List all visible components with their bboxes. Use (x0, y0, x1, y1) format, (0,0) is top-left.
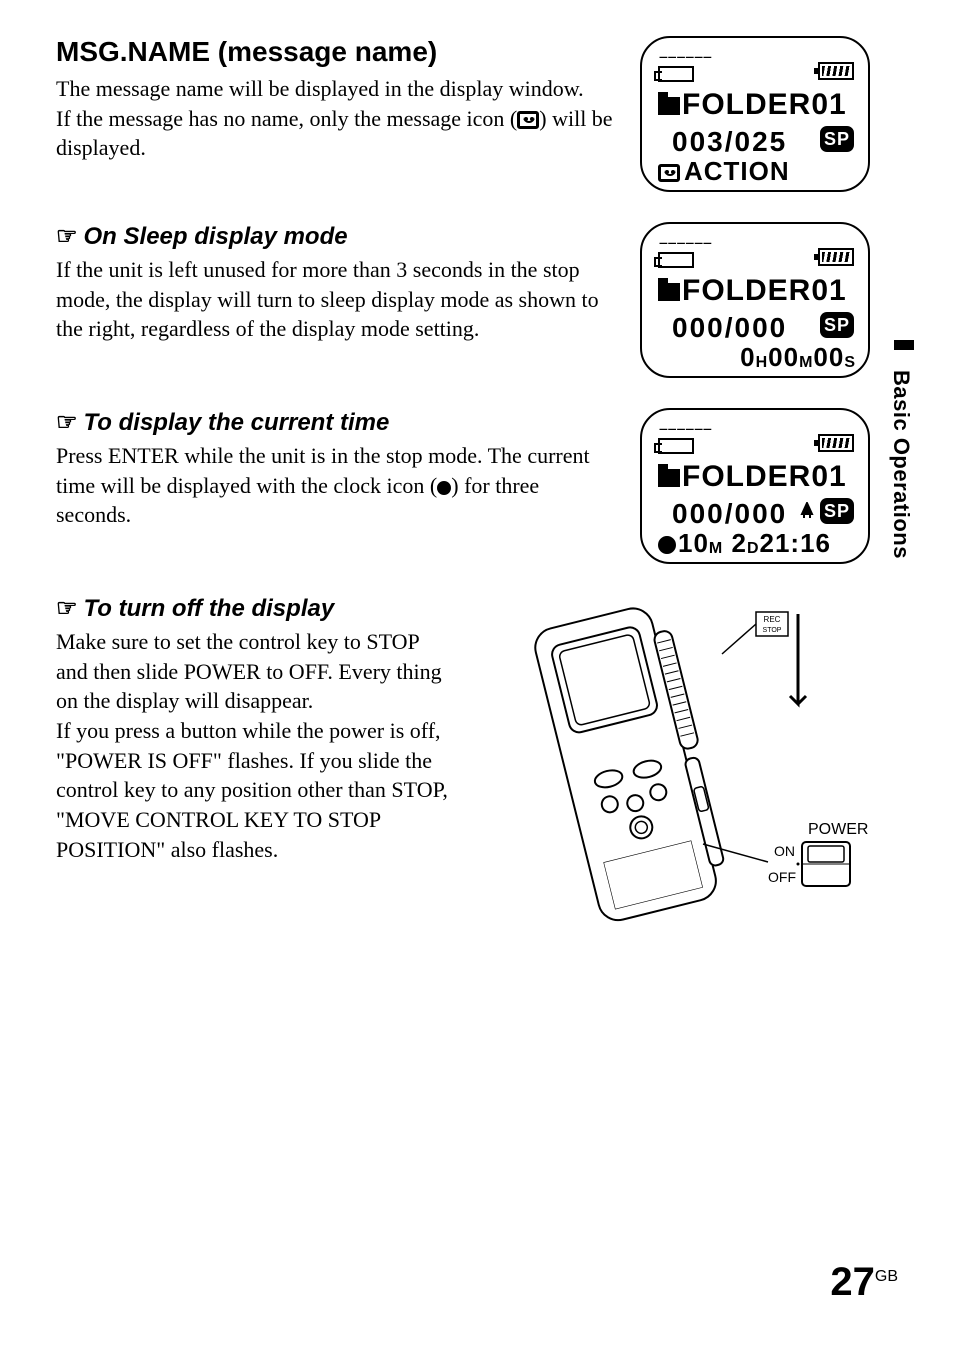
msg-name-text: MSG.NAME (message name) The message name… (56, 36, 616, 163)
turn-off-title: To turn off the display (84, 595, 335, 622)
on-label: ON (774, 843, 795, 859)
lcd1-folder-label: FOLDER01 (682, 88, 847, 121)
current-time-heading: ☞To display the current time (56, 408, 616, 437)
heading-msg-name: MSG.NAME (message name) (56, 36, 616, 68)
lcd3-memory-icon (658, 438, 694, 454)
lcd3-alarm-icon (798, 502, 816, 527)
lcd2-b3: 00 (813, 342, 844, 372)
folder-icon (658, 469, 680, 487)
sleep-body: If the unit is left unused for more than… (56, 255, 616, 344)
lcd1-count: 003/025 (672, 126, 787, 158)
sleep-title: On Sleep display mode (84, 223, 348, 250)
lcd-display-2: –––––– FOLDER01 000/000 SP 0H00M00S (640, 222, 870, 378)
device-illustration: REC STOP POWER ON OFF (478, 594, 898, 954)
lcd1-bottom-text: ACTION (684, 156, 790, 186)
lcd3-d: D (747, 540, 760, 557)
lcd1-folder-line: FOLDER01 (658, 88, 847, 122)
lcd2-count: 000/000 (672, 312, 787, 344)
sleep-text: ☞On Sleep display mode If the unit is le… (56, 222, 616, 344)
side-tab-marker (894, 340, 914, 350)
msg-name-body-2a: If the message has no name, only the mes… (56, 106, 517, 131)
side-tab-label: Basic Operations (888, 370, 914, 559)
lcd1-sp-badge: SP (820, 126, 854, 152)
lcd3-count: 000/000 (672, 498, 787, 530)
lcd2-s: S (844, 354, 856, 371)
page-number-value: 27 (830, 1260, 875, 1304)
device-svg: REC STOP POWER ON OFF (478, 594, 898, 954)
turn-off-body: Make sure to set the control key to STOP… (56, 627, 454, 865)
manual-page: Basic Operations MSG.NAME (message name)… (0, 0, 954, 1345)
lcd3-b2: 2 (723, 528, 747, 558)
lcd3-b1: 10 (678, 528, 709, 558)
lcd2-folder-label: FOLDER01 (682, 274, 847, 307)
lcd2-h: H (756, 354, 769, 371)
section-turn-off: ☞To turn off the display Make sure to se… (56, 594, 898, 954)
lcd1-bottom: ACTION (658, 156, 856, 187)
lcd1-message-icon (658, 164, 680, 182)
lcd1-segment-icon: –––––– (658, 48, 711, 68)
off-label: OFF (768, 869, 796, 885)
lcd2-sp-badge: SP (820, 312, 854, 338)
section-sleep: ☞On Sleep display mode If the unit is le… (56, 222, 898, 378)
lcd2-b2: 00 (768, 342, 799, 372)
turn-off-text: ☞To turn off the display Make sure to se… (56, 594, 454, 865)
lcd2-folder-line: FOLDER01 (658, 274, 847, 308)
lcd3-clock-icon (658, 536, 676, 554)
lcd3-segment-icon: –––––– (658, 420, 711, 440)
current-time-body: Press ENTER while the unit is in the sto… (56, 441, 616, 530)
msg-name-body-1: The message name will be displayed in th… (56, 74, 616, 104)
lcd1-battery-icon (818, 62, 854, 80)
lcd-display-3: –––––– FOLDER01 000/000 SP 10M 2D21:16 (640, 408, 870, 564)
folder-icon (658, 97, 680, 115)
lcd-display-1: –––––– FOLDER01 003/025 SP ACTION (640, 36, 870, 192)
lcd1-memory-icon (658, 66, 694, 82)
stop-label: STOP (763, 627, 782, 634)
lcd2-b1: 0 (740, 342, 755, 372)
lcd3-m: M (709, 540, 723, 557)
folder-icon (658, 283, 680, 301)
page-number-suffix: GB (875, 1268, 898, 1285)
lcd2-m: M (799, 354, 813, 371)
current-time-title: To display the current time (84, 409, 390, 436)
section-msg-name: MSG.NAME (message name) The message name… (56, 36, 898, 192)
clock-icon (437, 481, 451, 495)
section-current-time: ☞To display the current time Press ENTER… (56, 408, 898, 564)
lcd2-memory-icon (658, 252, 694, 268)
current-time-text: ☞To display the current time Press ENTER… (56, 408, 616, 530)
lcd2-bottom: 0H00M00S (658, 342, 856, 373)
lcd3-folder-line: FOLDER01 (658, 460, 847, 494)
hand-icon: ☞ (56, 223, 78, 250)
lcd3-bottom: 10M 2D21:16 (658, 528, 856, 559)
lcd3-battery-icon (818, 434, 854, 452)
msg-name-body-2: If the message has no name, only the mes… (56, 104, 616, 163)
sleep-heading: ☞On Sleep display mode (56, 222, 616, 251)
lcd2-segment-icon: –––––– (658, 234, 711, 254)
rec-label: REC (764, 615, 781, 624)
message-icon (517, 111, 539, 129)
lcd2-battery-icon (818, 248, 854, 266)
hand-icon: ☞ (56, 409, 78, 436)
hand-icon: ☞ (56, 595, 78, 622)
lcd3-b3: 21:16 (760, 528, 832, 558)
page-number: 27GB (830, 1260, 898, 1305)
lcd3-folder-label: FOLDER01 (682, 460, 847, 493)
lcd3-sp-badge: SP (820, 498, 854, 524)
power-label: POWER (808, 821, 868, 838)
turn-off-heading: ☞To turn off the display (56, 594, 454, 623)
